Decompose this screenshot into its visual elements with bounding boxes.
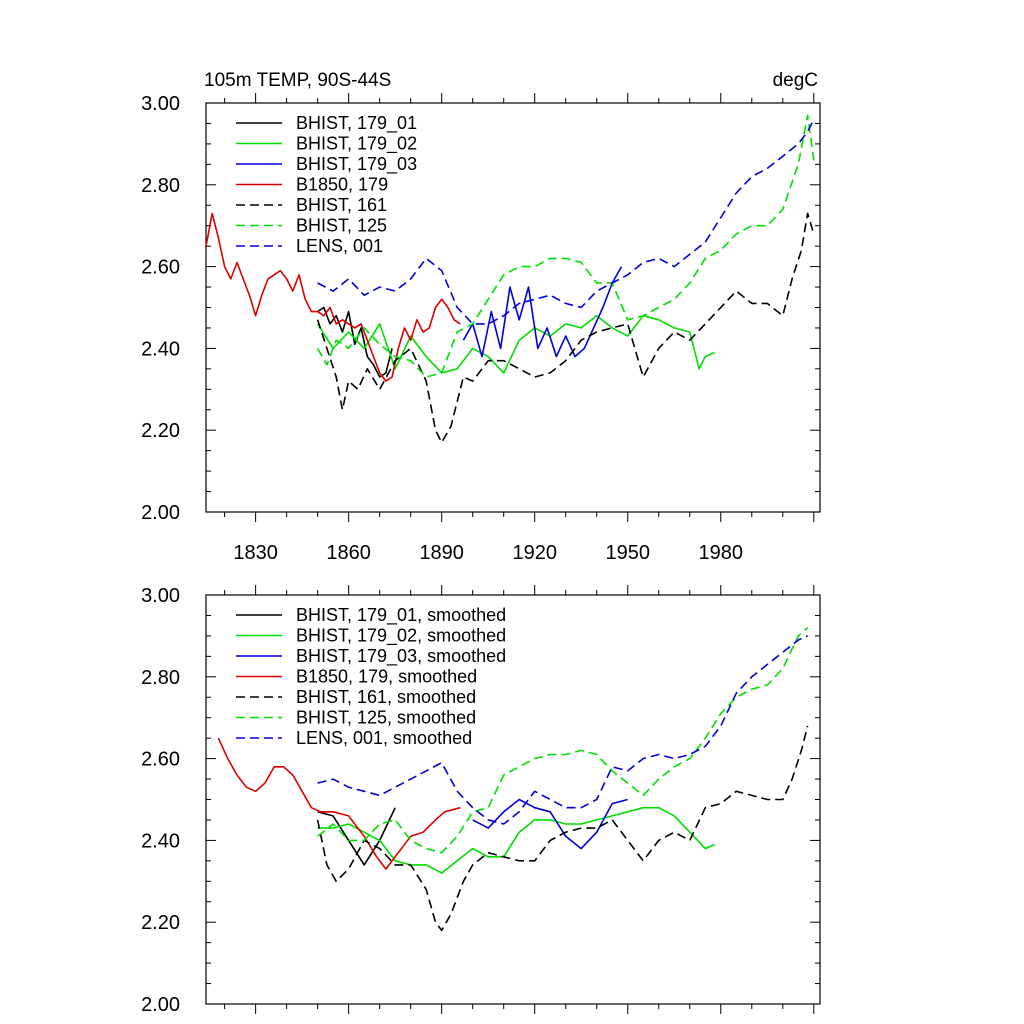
legend-label: BHIST, 179_03, smoothed xyxy=(296,646,506,667)
legend-label: BHIST, 179_01 xyxy=(296,113,417,134)
bottom-panel: 2.00 2.20 2.40 2.60 2.80 3.00 BHIST, 179_01, s… xyxy=(141,585,821,1016)
legend-label: BHIST, 125, smoothed xyxy=(296,708,476,728)
x-tick-label: 1890 xyxy=(419,542,464,564)
legend-label: BHIST, 161 xyxy=(296,195,387,215)
series-line xyxy=(317,807,396,866)
x-tick-label: 1830 xyxy=(233,542,278,564)
series-line xyxy=(317,119,815,325)
y-tick-label: 2.60 xyxy=(141,749,180,771)
y-tick-label: 2.80 xyxy=(141,175,180,197)
y-tick-label: 2.00 xyxy=(141,994,180,1016)
series-line xyxy=(462,266,623,358)
y-tick-label: 2.80 xyxy=(141,667,180,689)
legend-label: BHIST, 179_03 xyxy=(296,154,417,175)
series-line xyxy=(316,212,815,444)
legend-label: B1850, 179 xyxy=(296,175,388,195)
series-line xyxy=(205,212,461,382)
title-left: 105m TEMP, 90S-44S xyxy=(204,70,391,91)
series-line xyxy=(317,635,808,825)
legend-label: LENS, 001 xyxy=(296,236,383,256)
y-tick-label: 2.60 xyxy=(141,257,180,279)
series-line xyxy=(316,314,715,374)
legend-label: BHIST, 161, smoothed xyxy=(296,687,476,707)
series-line xyxy=(317,306,393,378)
series-line xyxy=(316,114,815,378)
y-tick-label: 3.00 xyxy=(141,585,180,607)
top-panel: 2.00 2.20 2.40 2.60 2.80 3.00 1830 1860 1890 1920… xyxy=(141,93,821,564)
series-line xyxy=(316,725,809,932)
series-line xyxy=(317,627,809,854)
y-tick-label: 2.40 xyxy=(141,830,180,852)
series-line xyxy=(317,806,715,874)
x-tick-label: 1920 xyxy=(512,542,557,564)
legend-label: LENS, 001, smoothed xyxy=(296,728,472,748)
y-tick-label: 3.00 xyxy=(141,93,180,115)
y-tick-label: 2.00 xyxy=(141,502,180,524)
y-tick-label: 2.40 xyxy=(141,338,180,360)
title-right: degC xyxy=(773,70,818,91)
legend-label: BHIST, 179_01, smoothed xyxy=(296,605,506,626)
legend-label: BHIST, 179_02 xyxy=(296,134,417,155)
x-tick-label: 1980 xyxy=(699,542,744,564)
x-tick-label: 1860 xyxy=(326,542,371,564)
x-tick-label: 1950 xyxy=(605,542,650,564)
legend-label: B1850, 179, smoothed xyxy=(296,667,477,687)
y-tick-label: 2.20 xyxy=(141,912,180,934)
y-tick-label: 2.20 xyxy=(141,420,180,442)
legend-label: BHIST, 125 xyxy=(296,216,387,236)
series-line xyxy=(217,737,461,870)
legend-label: BHIST, 179_02, smoothed xyxy=(296,626,506,647)
series-line xyxy=(472,798,628,850)
